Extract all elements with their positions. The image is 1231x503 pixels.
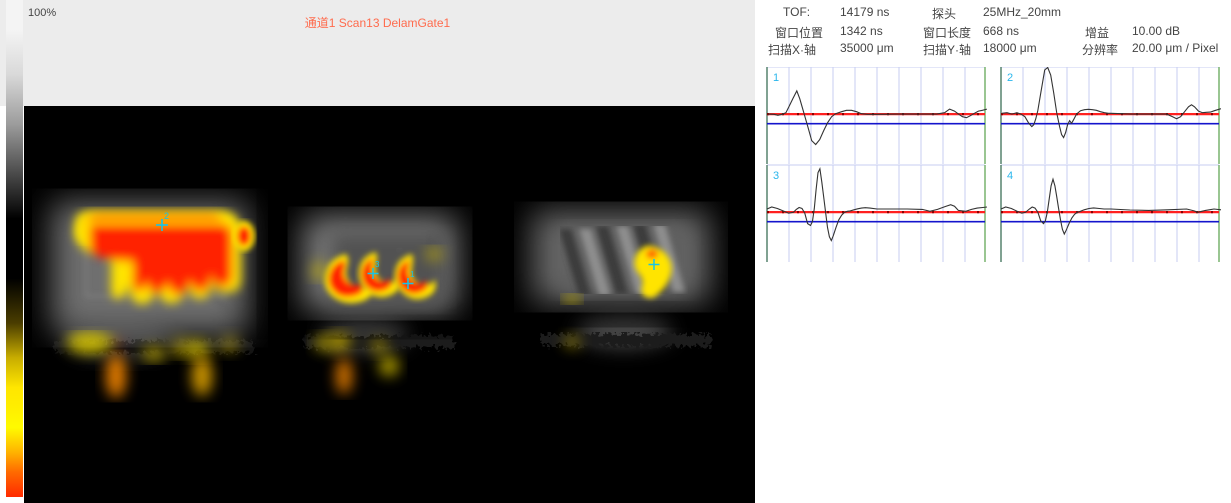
svg-text:1: 1	[410, 270, 415, 279]
svg-text:3: 3	[375, 260, 380, 269]
svg-text:1: 1	[773, 72, 779, 84]
svg-text:2: 2	[1007, 72, 1013, 84]
svg-text:4: 4	[1007, 170, 1013, 182]
svg-text:3: 3	[773, 170, 779, 182]
svg-text:2: 2	[164, 211, 169, 221]
